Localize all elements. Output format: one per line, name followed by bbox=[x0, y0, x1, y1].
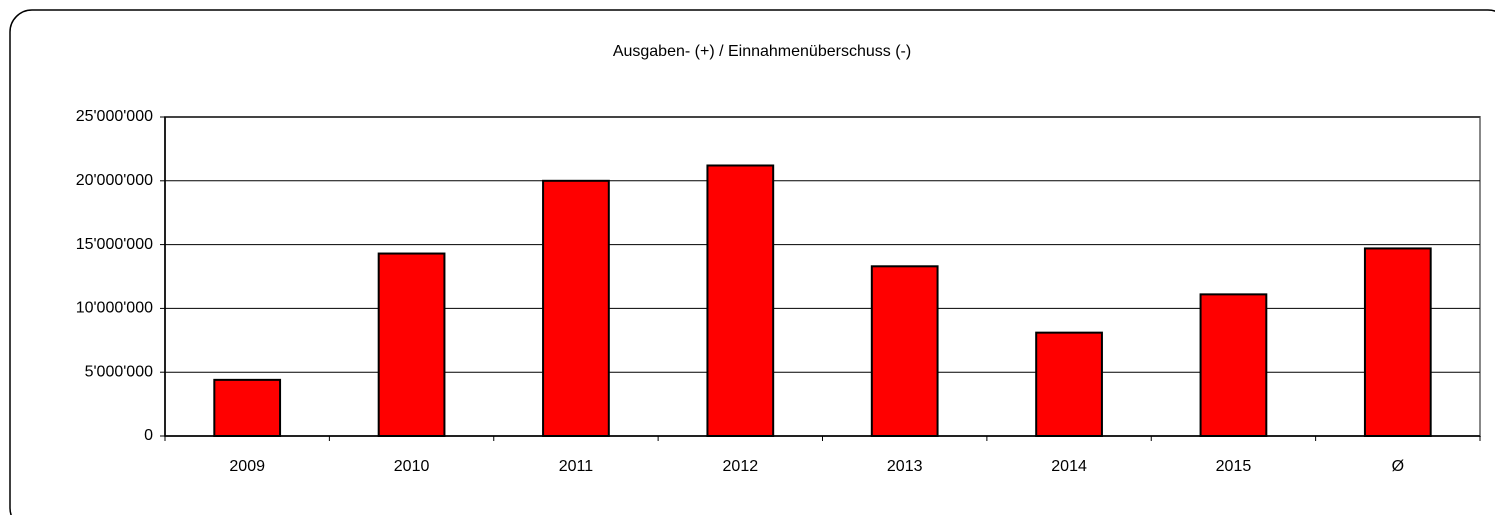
x-tick-label: 2012 bbox=[723, 458, 759, 475]
bar bbox=[706, 164, 775, 437]
bar bbox=[1035, 331, 1103, 438]
x-tick-label: 2015 bbox=[1216, 458, 1252, 475]
bar bbox=[1363, 247, 1432, 437]
chart-title: Ausgaben- (+) / Einnahmenüberschuss (-) bbox=[613, 43, 911, 60]
y-tick-label: 20'000'000 bbox=[76, 172, 153, 189]
bar bbox=[377, 252, 446, 437]
y-tick-label: 10'000'000 bbox=[76, 300, 153, 317]
bar bbox=[542, 179, 610, 437]
x-tick-label: 2011 bbox=[559, 458, 594, 475]
bar bbox=[213, 378, 282, 437]
x-tick-label: 2009 bbox=[229, 458, 265, 475]
bar bbox=[870, 265, 939, 437]
y-tick-label: 5'000'000 bbox=[85, 363, 154, 380]
x-tick-label: Ø bbox=[1392, 458, 1404, 475]
x-tick-label: 2010 bbox=[394, 458, 430, 475]
x-tick-label: 2014 bbox=[1051, 458, 1087, 475]
y-tick-label: 0 bbox=[144, 427, 153, 444]
y-tick-label: 15'000'000 bbox=[76, 236, 153, 253]
x-tick-label: 2013 bbox=[887, 458, 923, 475]
bar bbox=[1199, 293, 1268, 438]
y-tick-label: 25'000'000 bbox=[76, 108, 153, 125]
